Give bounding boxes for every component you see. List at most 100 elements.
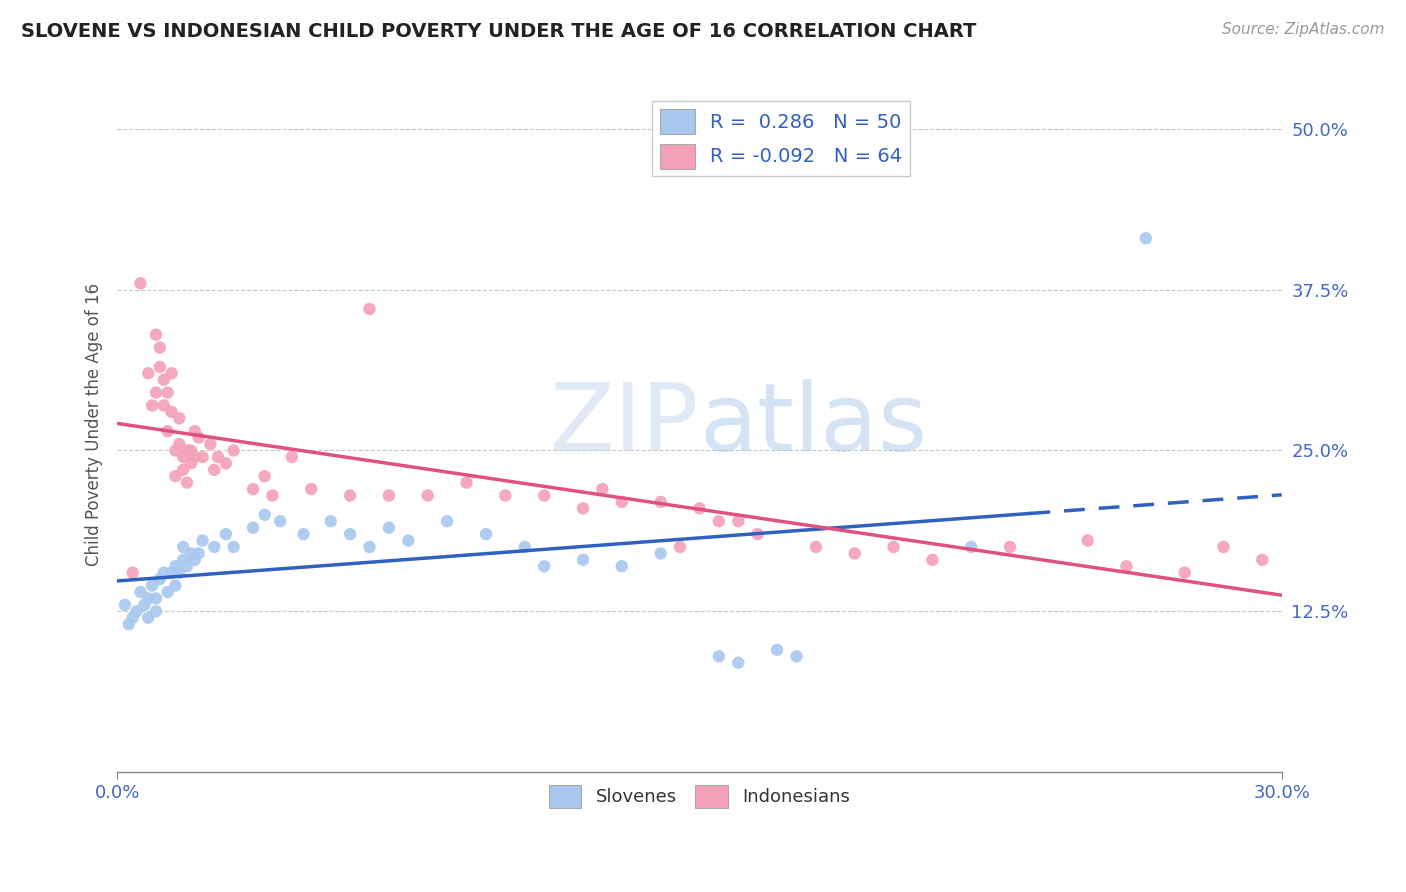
Point [169,437,191,451]
Point [707,514,730,528]
Point [187,431,209,445]
Point [145,385,167,400]
Point [572,553,595,567]
Point [176,443,198,458]
Point [804,540,827,554]
Point [998,540,1021,554]
Point [136,611,159,625]
Text: atlas: atlas [699,379,928,471]
Point [172,540,194,554]
Point [533,559,555,574]
Point [129,585,152,599]
Point [145,327,167,342]
Point [184,424,207,438]
Point [436,514,458,528]
Point [960,540,983,554]
Point [184,450,207,464]
Point [169,566,191,580]
Point [650,546,672,560]
Point [1077,533,1099,548]
Point [149,359,172,374]
Point [156,385,179,400]
Point [572,501,595,516]
Point [160,566,183,580]
Point [172,463,194,477]
Point [339,489,361,503]
Point [669,540,692,554]
Point [378,521,401,535]
Point [141,399,163,413]
Point [727,514,749,528]
Text: Source: ZipAtlas.com: Source: ZipAtlas.com [1222,22,1385,37]
Point [202,540,225,554]
Point [1174,566,1197,580]
Point [191,450,214,464]
Point [215,456,238,470]
Point [416,489,439,503]
Point [292,527,315,541]
Point [207,450,229,464]
Point [136,591,159,606]
Point [160,405,183,419]
Text: ZIP: ZIP [550,379,699,471]
Point [766,643,789,657]
Point [591,482,613,496]
Point [610,559,633,574]
Point [456,475,478,490]
Point [172,450,194,464]
Point [169,411,191,425]
Point [149,341,172,355]
Point [180,443,202,458]
Point [378,489,401,503]
Point [118,617,141,632]
Point [513,540,536,554]
Y-axis label: Child Poverty Under the Age of 16: Child Poverty Under the Age of 16 [86,283,103,566]
Point [145,604,167,618]
Point [187,546,209,560]
Point [145,591,167,606]
Point [176,559,198,574]
Point [707,649,730,664]
Point [339,527,361,541]
Point [688,501,710,516]
Point [114,598,136,612]
Point [149,572,172,586]
Point [121,566,143,580]
Point [222,540,245,554]
Point [184,553,207,567]
Point [253,469,276,483]
Point [281,450,304,464]
Legend: Slovenes, Indonesians: Slovenes, Indonesians [541,778,858,815]
Point [156,424,179,438]
Point [475,527,498,541]
Point [152,399,174,413]
Point [242,482,264,496]
Point [165,469,187,483]
Point [883,540,905,554]
Point [319,514,342,528]
Point [121,611,143,625]
Point [125,604,148,618]
Point [165,443,187,458]
Point [262,489,284,503]
Point [359,540,381,554]
Point [215,527,238,541]
Point [191,533,214,548]
Point [172,553,194,567]
Point [1251,553,1274,567]
Point [160,367,183,381]
Point [242,521,264,535]
Point [650,495,672,509]
Text: SLOVENE VS INDONESIAN CHILD POVERTY UNDER THE AGE OF 16 CORRELATION CHART: SLOVENE VS INDONESIAN CHILD POVERTY UNDE… [21,22,976,41]
Point [134,598,156,612]
Point [152,373,174,387]
Point [359,301,381,316]
Point [727,656,749,670]
Point [253,508,276,522]
Point [533,489,555,503]
Point [747,527,769,541]
Point [299,482,322,496]
Point [1212,540,1234,554]
Point [165,578,187,592]
Point [610,495,633,509]
